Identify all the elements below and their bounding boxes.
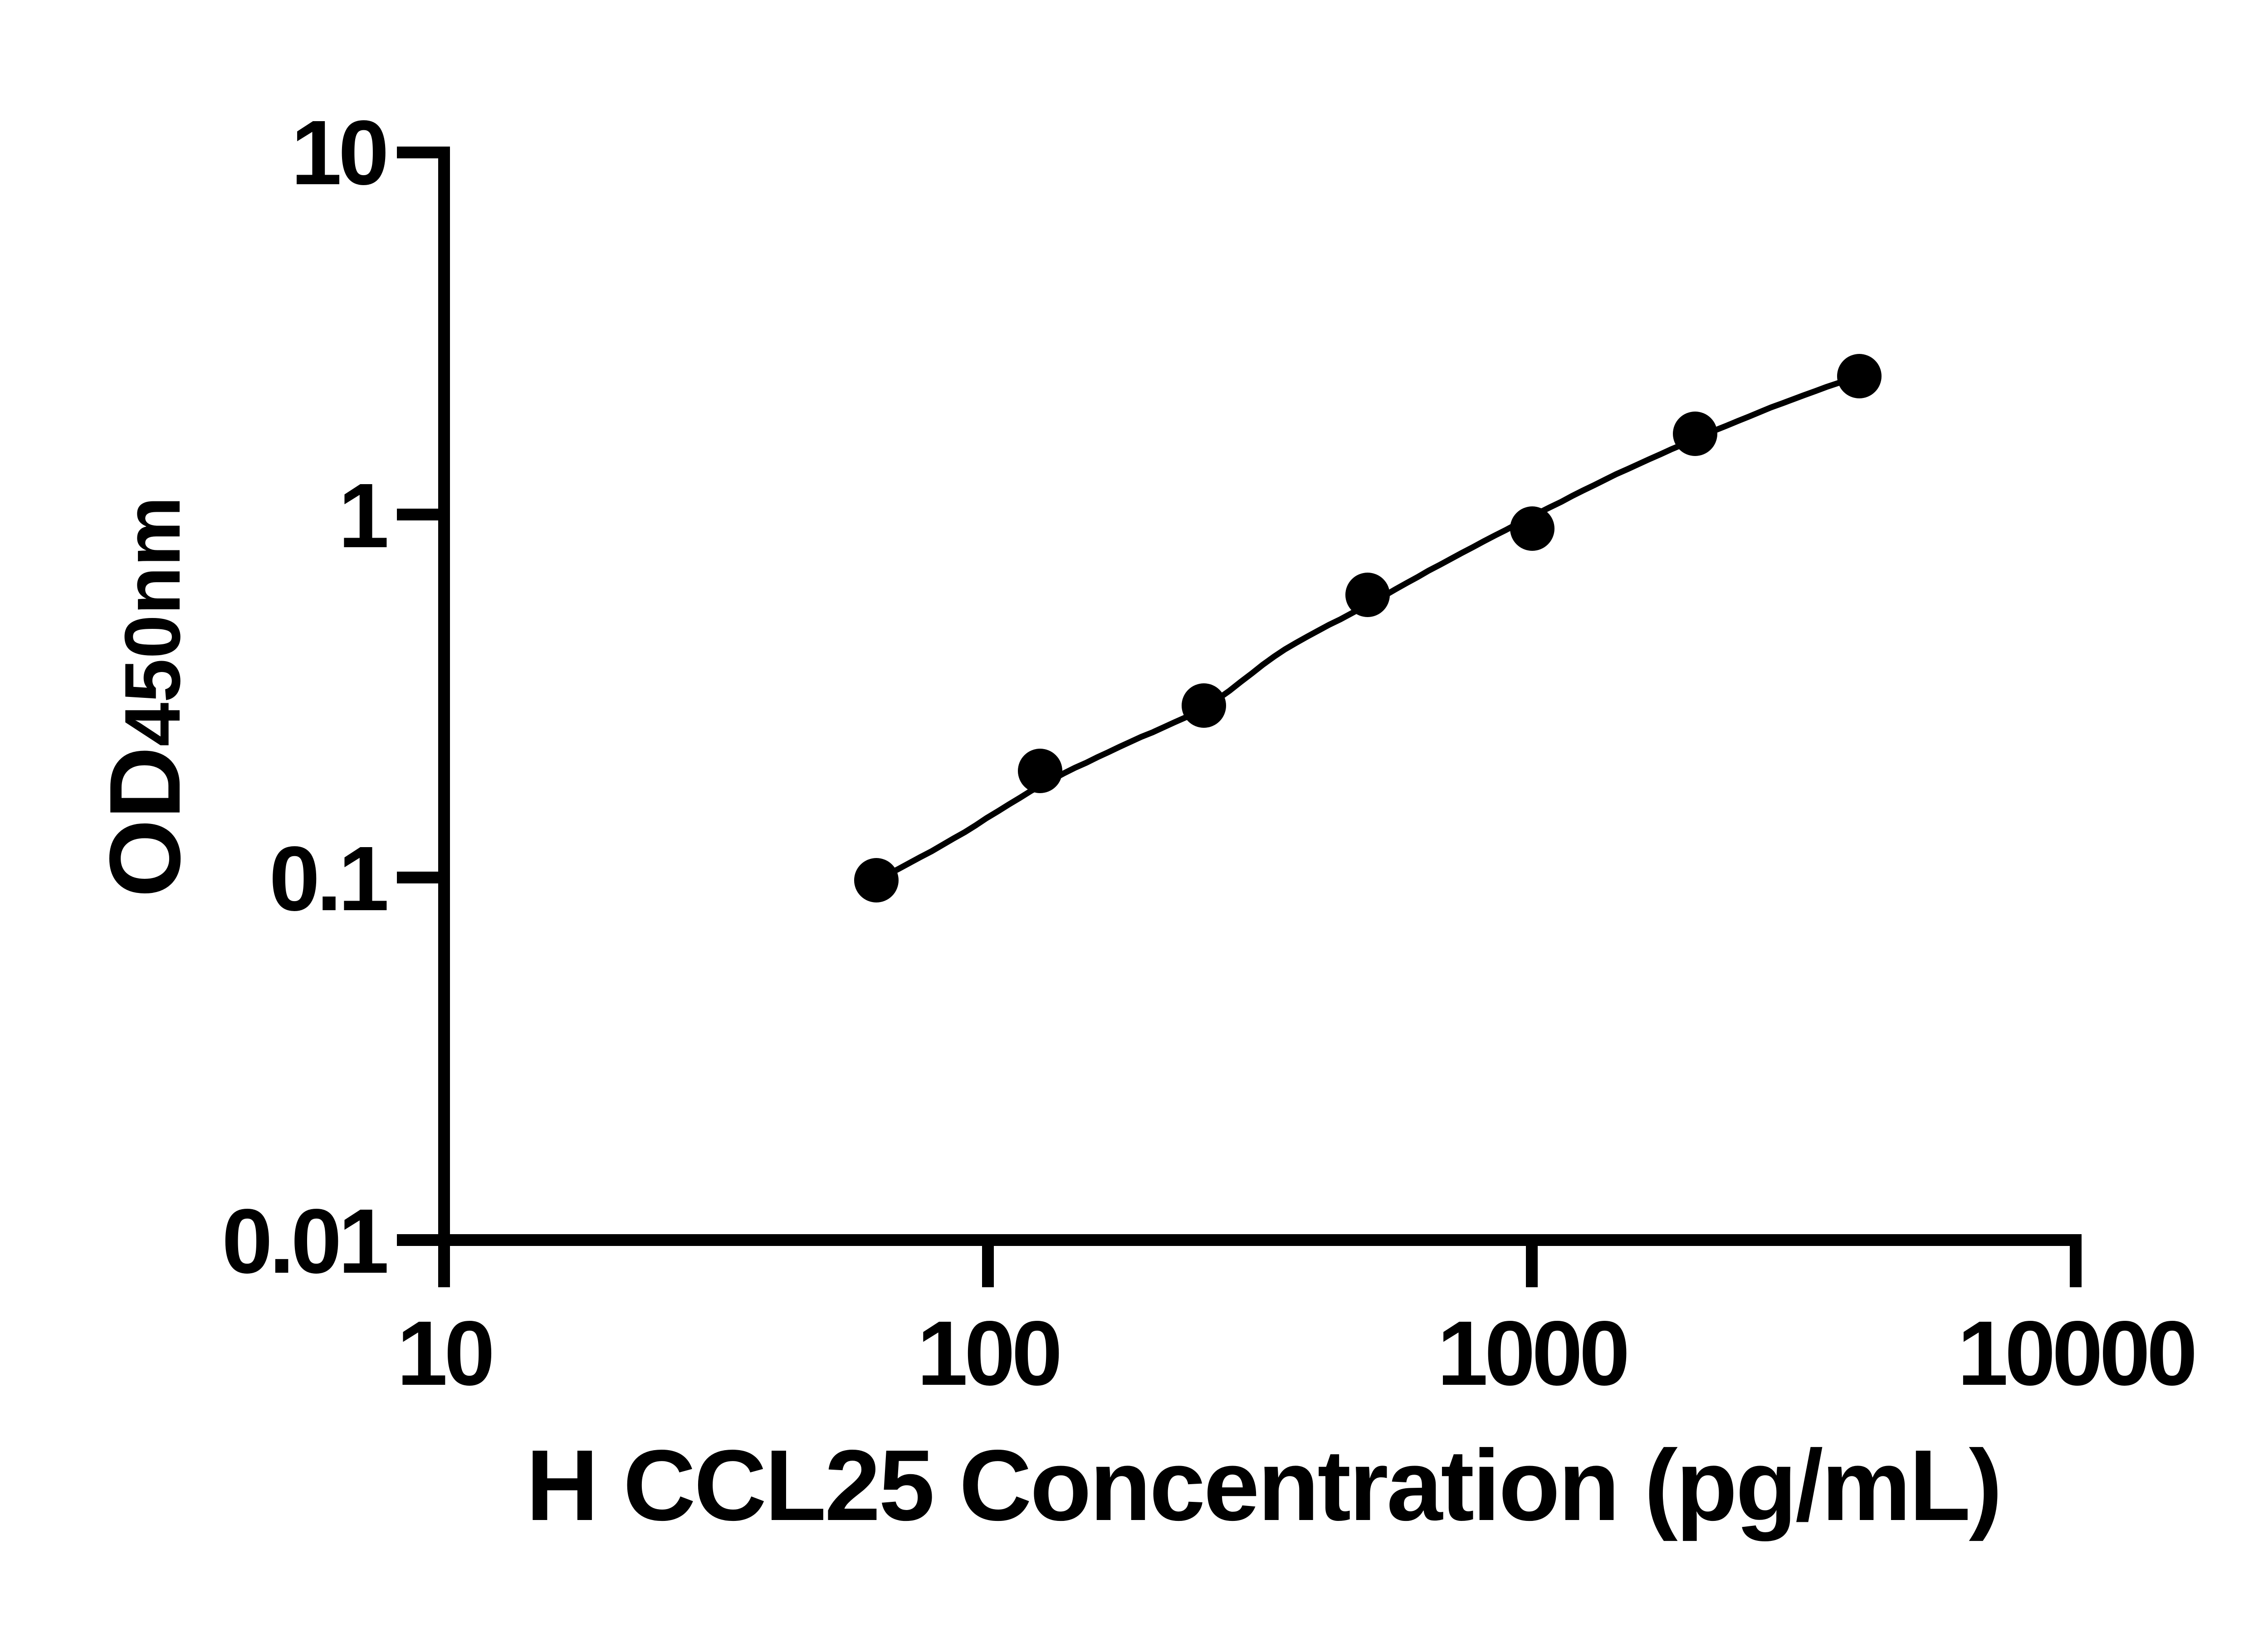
svg-text:0.01: 0.01 — [222, 1190, 387, 1292]
svg-text:10: 10 — [397, 1302, 492, 1404]
svg-text:100: 100 — [917, 1302, 1059, 1404]
svg-text:1000: 1000 — [1437, 1302, 1627, 1404]
svg-text:H CCL25 Concentration (pg/mL): H CCL25 Concentration (pg/mL) — [526, 1429, 2001, 1542]
svg-text:0.1: 0.1 — [269, 827, 386, 930]
svg-text:10000: 10000 — [1957, 1302, 2194, 1404]
svg-text:1: 1 — [338, 464, 387, 567]
svg-text:10: 10 — [291, 101, 386, 204]
svg-text:OD450nm: OD450nm — [89, 496, 201, 897]
